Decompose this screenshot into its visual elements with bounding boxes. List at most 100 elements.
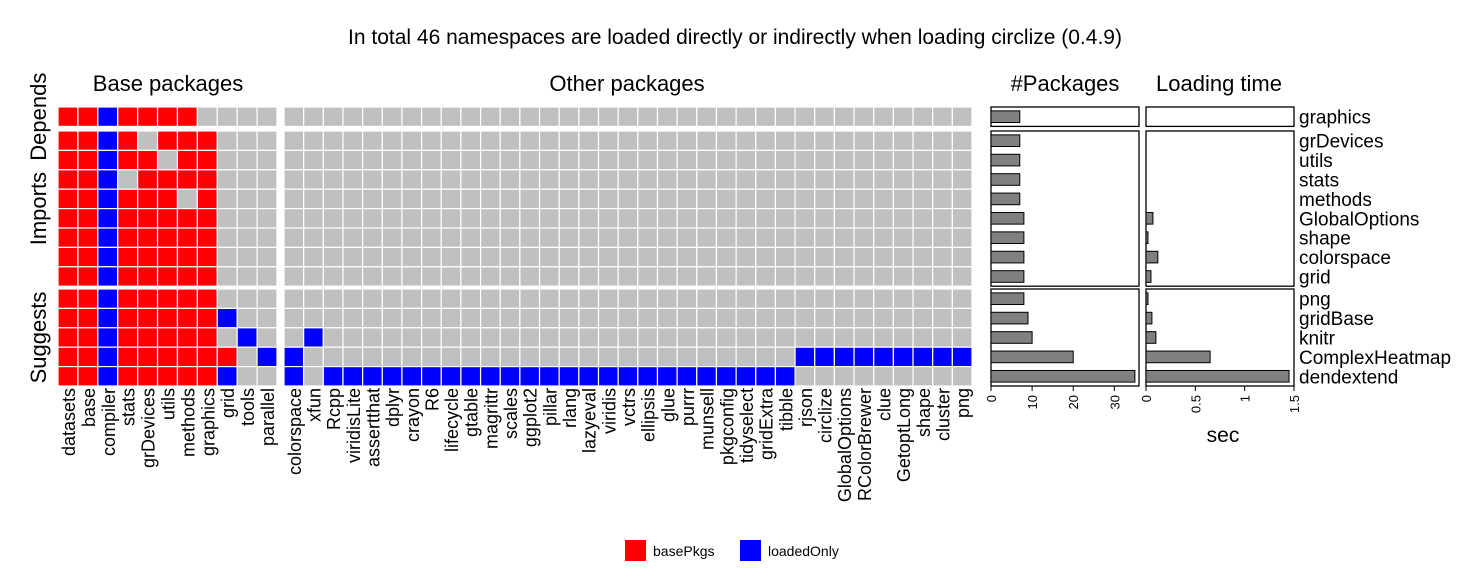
heatmap-cell [578, 366, 600, 387]
heatmap-cell [97, 169, 119, 190]
heatmap-cell [236, 149, 258, 171]
heatmap-cell [892, 188, 914, 210]
heatmap-cell [401, 366, 423, 387]
heatmap-cell [735, 188, 757, 210]
heatmap-cell [381, 327, 403, 348]
heatmap-cell [156, 106, 179, 127]
heatmap-cell [117, 346, 139, 368]
heatmap-cell [814, 246, 836, 268]
row-label: methods [1299, 190, 1372, 211]
row-group-label: Suggests [26, 292, 51, 384]
heatmap-cell [57, 130, 79, 151]
time-axis-label: sec [1207, 424, 1240, 447]
heatmap-cell [578, 188, 600, 210]
heatmap-cell [322, 227, 344, 248]
column-label: cluster [934, 388, 954, 441]
heatmap-cell [499, 208, 521, 229]
heatmap-cell [196, 288, 218, 309]
heatmap-cell [342, 188, 364, 210]
heatmap-cell [401, 208, 423, 229]
heatmap-cell [755, 246, 777, 268]
column-label: clue [875, 388, 895, 421]
heatmap-cell [951, 246, 973, 268]
heatmap-cell [519, 266, 541, 287]
heatmap-cell [196, 346, 218, 368]
heatmap-cell [117, 188, 139, 210]
heatmap-cell [421, 346, 442, 368]
heatmap-cell [558, 169, 580, 190]
heatmap-cell [676, 246, 698, 268]
heatmap-cell [519, 288, 541, 309]
heatmap-cell [97, 266, 119, 287]
column-label: lazyeval [580, 388, 600, 453]
heatmap-cell [381, 366, 403, 387]
heatmap-cell [342, 227, 364, 248]
heatmap-cell [735, 346, 757, 368]
heatmap-cell [236, 288, 258, 309]
heatmap-cell [833, 169, 855, 190]
column-label: scales [501, 388, 521, 439]
heatmap-cell [676, 227, 698, 248]
heatmap-cell [696, 130, 718, 151]
heatmap-cell [137, 106, 159, 127]
heatmap-cell [676, 188, 698, 210]
heatmap-cell [322, 288, 344, 309]
heatmap-cell [499, 246, 521, 268]
heatmap-cell [137, 246, 159, 268]
heatmap-cell [814, 288, 836, 309]
heatmap-cell [196, 366, 218, 387]
heatmap-cell [892, 208, 914, 229]
heatmap-cell [440, 106, 462, 127]
heatmap-cell [77, 149, 99, 171]
heatmap-cell [342, 149, 364, 171]
chart-title: In total 46 namespaces are loaded direct… [348, 26, 1122, 49]
heatmap-cell [303, 366, 324, 387]
heatmap-cell [77, 327, 99, 348]
heatmap-cell [256, 106, 278, 127]
heatmap-cell [216, 327, 238, 348]
heatmap-cell [558, 346, 580, 368]
heatmap-cell [479, 188, 501, 210]
heatmap-cell [137, 366, 159, 387]
heatmap-cell [715, 188, 737, 210]
heatmap-cell [499, 106, 521, 127]
heatmap-cell [342, 106, 364, 127]
heatmap-cell [519, 227, 541, 248]
heatmap-cell [912, 307, 934, 329]
heatmap-cell [696, 208, 718, 229]
heatmap-cell [216, 288, 238, 309]
heatmap-cell [137, 346, 159, 368]
heatmap-cell [479, 366, 501, 387]
column-label: tibble [776, 388, 796, 431]
heatmap-cell [77, 266, 99, 287]
heatmap-cell [256, 327, 278, 348]
heatmap-cell [117, 307, 139, 329]
heatmap-cell [499, 227, 521, 248]
column-label: utils [159, 388, 179, 420]
heatmap-cell [912, 366, 934, 387]
heatmap-cell [794, 149, 816, 171]
heatmap-cell [460, 266, 482, 287]
heatmap-cell [519, 188, 541, 210]
heatmap-cell [735, 266, 757, 287]
packages-bar [990, 211, 1025, 225]
heatmap-cell [519, 307, 541, 329]
heatmap-cell [362, 130, 383, 151]
heatmap-cell [176, 288, 198, 309]
column-label: dplyr [383, 388, 403, 427]
heatmap-cell [912, 266, 934, 287]
heatmap-cell [303, 149, 324, 171]
heatmap-cell [951, 149, 973, 171]
heatmap-cell [196, 130, 218, 151]
heatmap-cell [401, 106, 423, 127]
heatmap-cell [322, 246, 344, 268]
heatmap-cell [833, 208, 855, 229]
heatmap-cell [912, 106, 934, 127]
packages-bar [990, 292, 1025, 306]
packages-axis-tick-label: 10 [1025, 395, 1040, 409]
heatmap-cell [137, 288, 159, 309]
heatmap-cell [794, 169, 816, 190]
heatmap-cell [656, 307, 678, 329]
heatmap-cell [755, 106, 777, 127]
heatmap-cell [794, 288, 816, 309]
